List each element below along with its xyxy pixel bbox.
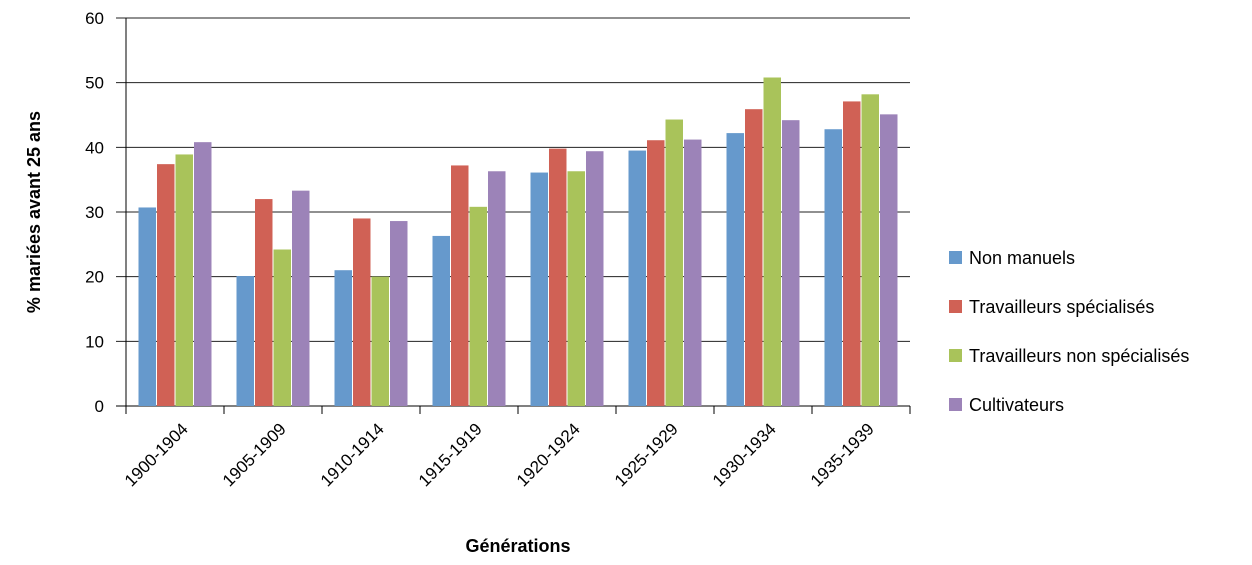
bar [530,172,548,406]
bar [745,109,763,407]
bar [861,94,879,406]
legend-swatch [949,349,962,362]
y-tick-label: 60 [85,9,104,28]
bar [292,190,310,406]
bar [763,77,781,406]
bar [567,171,585,406]
x-tick-label: 1920-1924 [513,419,584,490]
bar [273,249,291,406]
y-tick-label: 40 [85,138,104,157]
bars [138,77,898,407]
bar [549,148,567,407]
bar [334,270,352,406]
y-axis-title: % mariées avant 25 ans [24,111,44,313]
x-tick-label: 1915-1919 [415,419,486,490]
legend: Non manuels Travailleurs spécialisés Trava… [949,248,1189,415]
x-tick-label: 1905-1909 [219,419,290,490]
bar [880,114,898,406]
bar [665,119,683,406]
x-tick-label: 1900-1904 [121,419,192,490]
legend-swatch [949,300,962,313]
bar [236,276,254,406]
y-tick-label: 20 [85,268,104,287]
bar [255,199,273,406]
x-tick-label: 1935-1939 [807,419,878,490]
bar [647,140,665,406]
bar [432,235,450,406]
bar [353,218,371,406]
bar [371,276,389,406]
bar [726,133,744,406]
bar [157,164,175,406]
x-axis-title: Générations [465,536,570,556]
bar [451,165,469,406]
y-tick-label: 50 [85,74,104,93]
bar [586,151,604,406]
y-tick-label: 30 [85,203,104,222]
legend-swatch [949,251,962,264]
bar [390,221,408,406]
x-tick-label: 1910-1914 [317,419,388,490]
legend-label: Cultivateurs [969,395,1064,415]
bar [194,142,212,406]
bar [469,206,487,406]
bar [138,207,156,406]
legend-label: Travailleurs non spécialisés [969,346,1189,366]
bar [628,150,646,406]
y-tick-labels: 0 10 20 30 40 50 60 [85,9,104,416]
x-tick-labels: 1900-1904 1905-1909 1910-1914 1915-1919 1920… [121,419,878,490]
legend-label: Travailleurs spécialisés [969,297,1154,317]
bar [824,129,842,406]
bar [782,120,800,406]
legend-label: Non manuels [969,248,1075,268]
bar [843,101,861,407]
legend-swatch [949,398,962,411]
y-tick-label: 10 [85,332,104,351]
x-tick-label: 1930-1934 [709,419,780,490]
x-tick-label: 1925-1929 [611,419,682,490]
bar [684,139,702,406]
y-tick-label: 0 [95,397,104,416]
bar [175,154,193,406]
bar [488,171,506,406]
